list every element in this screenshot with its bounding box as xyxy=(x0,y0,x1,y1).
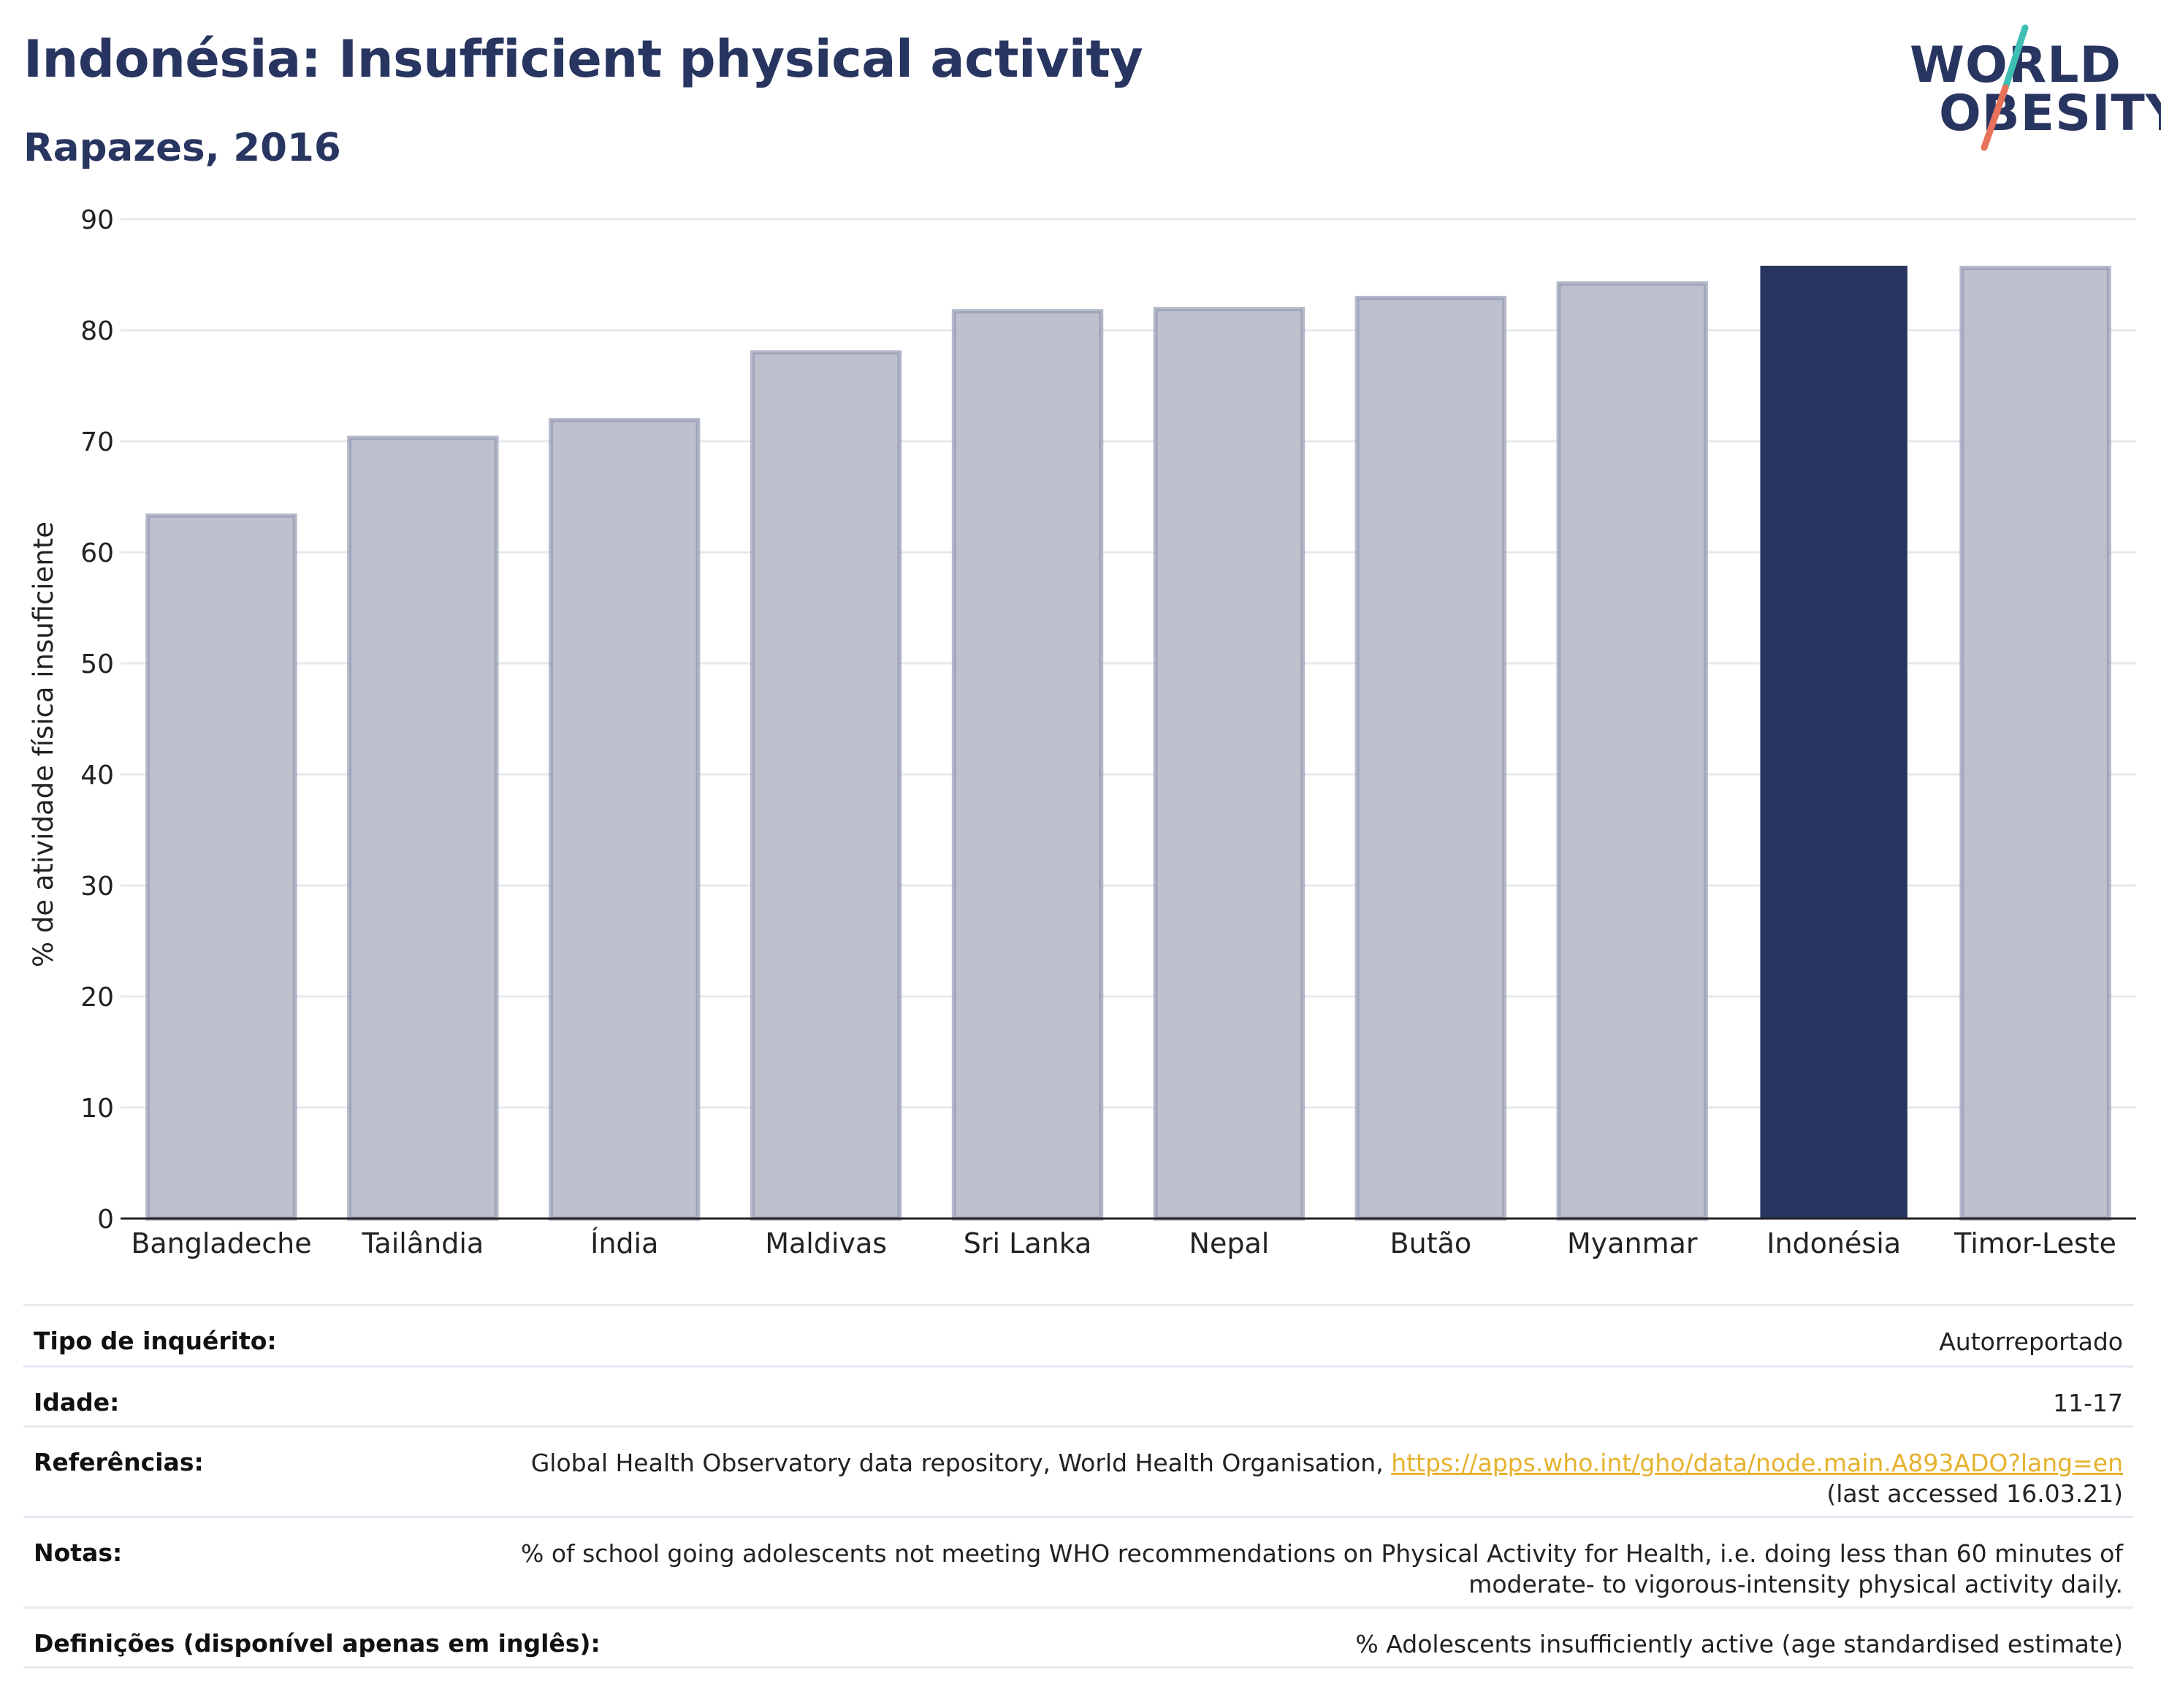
notes-line-1: % of school going adolescents not meetin… xyxy=(520,1539,2123,1568)
y-tick-labels: 0 10 20 30 40 50 60 70 80 90 xyxy=(80,205,114,1235)
info-row-survey-type: Tipo de inquérito: Autorreportado xyxy=(23,1304,2133,1365)
y-axis-label: % de atividade física insuficiente xyxy=(28,522,59,967)
bar xyxy=(750,350,902,1221)
reference-link[interactable]: https://apps.who.int/gho/data/node.main.… xyxy=(1391,1449,2123,1477)
chart-subtitle: Rapazes, 2016 xyxy=(23,126,341,170)
bar xyxy=(1354,295,1507,1221)
y-tick-label: 80 xyxy=(80,316,114,346)
world-obesity-logo: WORLD OBESITY xyxy=(1907,22,2161,153)
info-row-age: Idade: 11-17 xyxy=(23,1365,2133,1425)
info-table: Tipo de inquérito: Autorreportado Idade:… xyxy=(23,1304,2133,1669)
info-value: % of school going adolescents not meetin… xyxy=(521,1539,2123,1600)
info-value: Global Health Observatory data repositor… xyxy=(531,1448,2123,1509)
y-tick-label: 40 xyxy=(80,760,114,790)
y-tick-label: 30 xyxy=(80,872,114,901)
x-tick-label: Myanmar xyxy=(1567,1227,1698,1259)
info-row-definitions: Definições (disponível apenas em inglês)… xyxy=(23,1606,2133,1666)
bar xyxy=(951,309,1104,1221)
bar xyxy=(1959,265,2111,1221)
info-label: Idade: xyxy=(34,1388,120,1417)
y-tick-label: 60 xyxy=(80,538,114,568)
info-label: Referências: xyxy=(34,1448,204,1476)
x-tick-labels: Bangladeche Tailândia Índia Maldivas Sri Lan… xyxy=(131,1227,2116,1259)
info-row-notes: Notas: % of school going adolescents not… xyxy=(23,1516,2133,1606)
info-row-references: Referências: Global Health Observatory d… xyxy=(23,1425,2133,1516)
bars xyxy=(145,265,2111,1221)
x-tick-label: Sri Lanka xyxy=(964,1227,1092,1259)
bar xyxy=(1153,307,1306,1221)
y-tick-label: 0 xyxy=(97,1205,114,1235)
bar-chart: 0 10 20 30 40 50 60 70 80 90 Bangladeche Tailândia… xyxy=(28,205,2136,1259)
x-tick-label: Maldivas xyxy=(765,1227,887,1259)
bar xyxy=(1556,281,1708,1221)
reference-text: Global Health Observatory data repositor… xyxy=(530,1449,1392,1477)
x-tick-label: Indonésia xyxy=(1766,1227,1901,1259)
x-tick-label: Nepal xyxy=(1189,1227,1270,1259)
notes-line-2: moderate- to vigorous-intensity physical… xyxy=(1468,1570,2123,1598)
info-value: 11-17 xyxy=(2053,1389,2123,1417)
x-tick-label: Bangladeche xyxy=(131,1227,311,1259)
y-tick-label: 20 xyxy=(80,983,114,1013)
x-tick-label: Butão xyxy=(1390,1227,1472,1259)
info-value: % Adolescents insufficiently active (age… xyxy=(1355,1630,2123,1658)
bar xyxy=(145,513,297,1221)
y-tick-label: 50 xyxy=(80,649,114,679)
info-label: Definições (disponível apenas em inglês)… xyxy=(34,1629,601,1658)
reference-accessed: (last accessed 16.03.21) xyxy=(1826,1479,2123,1508)
chart-title: Indonésia: Insufficient physical activit… xyxy=(23,29,1143,89)
bar xyxy=(549,418,701,1221)
y-tick-label: 70 xyxy=(80,427,114,457)
x-tick-label: Índia xyxy=(590,1227,658,1259)
y-tick-label: 90 xyxy=(80,205,114,235)
x-tick-label: Tailândia xyxy=(362,1227,484,1259)
table-bottom-border xyxy=(23,1666,2133,1669)
info-value: Autorreportado xyxy=(1939,1327,2123,1356)
y-tick-label: 10 xyxy=(80,1094,114,1124)
bar xyxy=(347,435,499,1221)
info-label: Notas: xyxy=(34,1539,123,1567)
logo-slash-icon xyxy=(1981,24,2029,151)
x-tick-label: Timor-Leste xyxy=(1954,1227,2116,1259)
logo-line-2: OBESITY xyxy=(1939,85,2161,142)
info-label: Tipo de inquérito: xyxy=(34,1327,277,1355)
bar-highlighted xyxy=(1760,265,1907,1219)
